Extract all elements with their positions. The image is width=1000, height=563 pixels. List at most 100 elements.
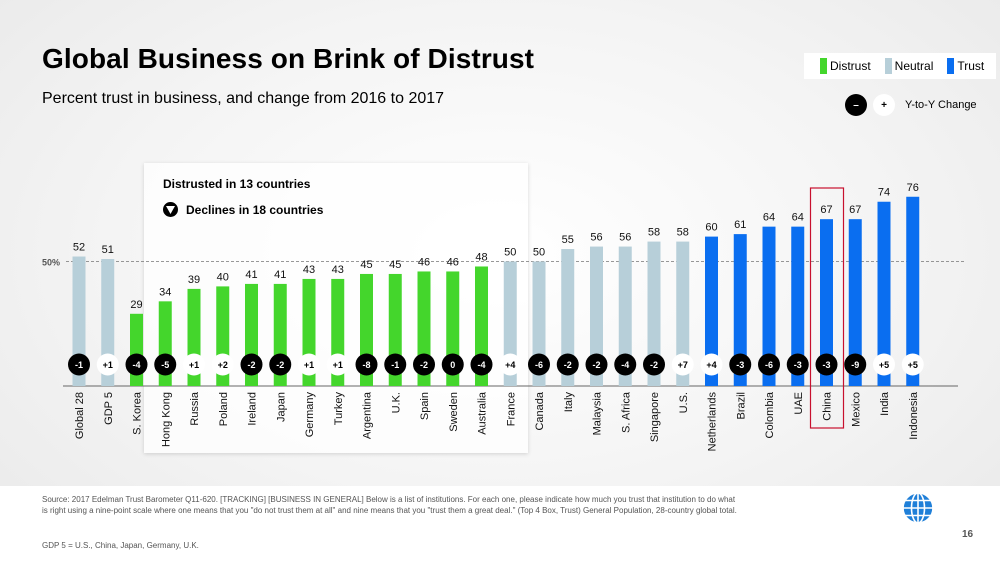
value-label-france: 50 xyxy=(504,247,516,259)
tick-label-france: France xyxy=(505,392,517,426)
legend-swatch-distrust xyxy=(820,58,827,74)
bar-mexico xyxy=(848,219,862,386)
callout-distrusted-text: Distrusted in 13 countries xyxy=(163,177,311,191)
change-badge-australia xyxy=(470,353,493,376)
change-badge-poland xyxy=(211,353,234,376)
change-label-hong-kong: -5 xyxy=(161,360,169,370)
tick-label-mexico: Mexico xyxy=(850,392,862,427)
bar-brazil xyxy=(733,234,747,386)
down-triangle-icon xyxy=(163,202,178,217)
value-label-s-korea: 29 xyxy=(130,299,142,311)
yoy-legend-label: Y-to-Y Change xyxy=(905,99,977,111)
legend-label-neutral: Neutral xyxy=(894,59,934,73)
bar-italy xyxy=(561,249,575,386)
legend-label-trust: Trust xyxy=(957,59,985,73)
yoy-negative-badge: – xyxy=(845,94,867,116)
tick-label-italy: Italy xyxy=(563,392,575,413)
tick-label-china: China xyxy=(822,391,834,421)
yoy-legend: – + Y-to-Y Change xyxy=(845,94,977,116)
globe-icon xyxy=(900,490,936,531)
source-note: Source: 2017 Edelman Trust Barometer Q11… xyxy=(42,495,737,515)
change-badge-mexico xyxy=(844,353,867,376)
change-badge-canada xyxy=(528,353,550,376)
value-label-india: 74 xyxy=(878,187,890,199)
footer xyxy=(0,486,1000,563)
tick-label-poland: Poland xyxy=(218,392,230,426)
change-badge-colombia xyxy=(758,353,780,376)
change-badge-italy xyxy=(556,353,579,376)
change-label-malaysia: -2 xyxy=(592,360,600,370)
value-label-argentina: 45 xyxy=(360,259,372,271)
highlight-box-china xyxy=(809,187,845,429)
bar-malaysia xyxy=(590,246,603,386)
tick-label-hong-kong: Hong Kong xyxy=(160,392,172,447)
tick-label-indonesia: Indonesia xyxy=(908,391,920,440)
change-label-indonesia: +5 xyxy=(908,360,918,370)
bar-singapore xyxy=(647,241,661,386)
change-badge-s-korea xyxy=(125,353,148,376)
bar-india xyxy=(877,201,891,386)
change-badge-argentina xyxy=(355,353,378,376)
bar-global-28 xyxy=(72,256,86,386)
change-badge-sweden xyxy=(441,353,464,376)
change-badge-malaysia xyxy=(585,353,608,376)
legend-item-distrust: Distrust xyxy=(820,58,871,74)
reference-line-label: 50% xyxy=(42,258,60,268)
value-label-germany: 43 xyxy=(303,264,315,276)
change-label-france: +4 xyxy=(505,360,515,370)
tick-label-sweden: Sweden xyxy=(448,392,460,432)
value-label-japan: 41 xyxy=(274,269,286,281)
bar-uae xyxy=(791,226,805,386)
change-label-sweden: 0 xyxy=(450,360,455,370)
bar-chart: 50% 52 -1 Global 28 51 +1 GDP 5 29 -4 S. Korea 34 -… xyxy=(42,182,965,452)
tick-label-singapore: Singapore xyxy=(649,392,661,442)
change-label-u-s: +7 xyxy=(678,360,688,370)
change-badge-gdp-5 xyxy=(96,353,119,376)
bar-colombia xyxy=(762,226,776,386)
value-label-mexico: 67 xyxy=(849,204,861,216)
change-badge-s-africa xyxy=(614,353,637,376)
value-label-colombia: 64 xyxy=(763,212,775,224)
bar-s-africa xyxy=(618,246,632,386)
change-label-s-korea: -4 xyxy=(132,360,140,370)
tick-label-canada: Canada xyxy=(534,391,546,430)
bar-u-s xyxy=(676,241,690,386)
legend-swatch-neutral xyxy=(884,58,892,74)
change-badge-germany xyxy=(298,353,320,376)
tick-label-u-s: U.S. xyxy=(678,392,690,413)
value-label-uae: 64 xyxy=(792,212,804,224)
tick-label-ireland: Ireland xyxy=(247,392,259,426)
page-number: 16 xyxy=(962,529,974,540)
value-label-u-k: 45 xyxy=(389,259,401,271)
tick-label-argentina: Argentina xyxy=(362,391,374,439)
change-badge-brazil xyxy=(729,353,752,376)
bar-indonesia xyxy=(906,196,920,386)
change-label-china: -3 xyxy=(822,360,830,370)
value-label-turkey: 43 xyxy=(332,264,344,276)
value-label-italy: 55 xyxy=(562,234,574,246)
value-label-global-28: 52 xyxy=(73,242,85,254)
change-badge-spain xyxy=(413,353,435,376)
change-label-s-africa: -4 xyxy=(621,360,629,370)
tick-label-s-korea: S. Korea xyxy=(132,391,144,435)
value-label-sweden: 46 xyxy=(447,256,459,268)
change-label-uae: -3 xyxy=(794,360,802,370)
legend-swatch-trust xyxy=(947,58,955,74)
change-badge-indonesia xyxy=(901,353,924,376)
change-label-italy: -2 xyxy=(564,360,572,370)
yoy-positive-badge: + xyxy=(873,94,895,116)
tick-label-australia: Australia xyxy=(477,391,489,435)
change-label-global-28: -1 xyxy=(75,360,83,370)
change-badge-global-28 xyxy=(68,353,90,376)
change-label-u-k: -1 xyxy=(391,360,399,370)
change-label-japan: -2 xyxy=(276,360,284,370)
bar-china xyxy=(820,219,833,386)
change-label-germany: +1 xyxy=(304,360,314,370)
value-label-singapore: 58 xyxy=(648,227,660,239)
value-label-brazil: 61 xyxy=(734,219,746,231)
change-label-gdp-5: +1 xyxy=(103,360,113,370)
change-label-mexico: -9 xyxy=(851,360,859,370)
value-label-canada: 50 xyxy=(533,247,545,259)
callout-declines: Declines in 18 countries xyxy=(163,202,323,217)
tick-label-netherlands: Netherlands xyxy=(707,392,719,452)
